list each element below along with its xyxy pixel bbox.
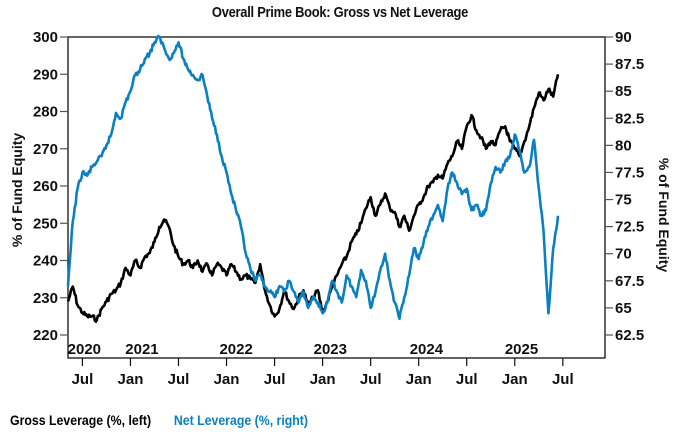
x-tick-label: Jul [552, 371, 574, 388]
y-axis-left-title: % of Fund Equity [9, 133, 25, 248]
y-right-tick-label: 77.5 [615, 164, 644, 181]
y-axis-right-title: % of Fund Equity [656, 158, 672, 273]
y-left-tick-label: 240 [33, 253, 58, 270]
y-left-tick-label: 280 [33, 104, 58, 121]
x-tick-label: Jul [72, 371, 94, 388]
y-right-tick-label: 85 [615, 83, 632, 100]
y-left-tick-label: 250 [33, 215, 58, 232]
year-label: 2024 [410, 341, 444, 358]
x-tick-label: Jan [310, 371, 336, 388]
y-right-tick-label: 67.5 [615, 273, 644, 290]
x-tick-label: Jan [214, 371, 240, 388]
y-left-tick-label: 260 [33, 178, 58, 195]
x-tick-label: Jan [406, 371, 432, 388]
chart-title: Overall Prime Book: Gross vs Net Leverag… [211, 4, 469, 21]
y-right-tick-label: 80 [615, 137, 632, 154]
net-leverage-line [66, 34, 560, 320]
y-left-tick-label: 300 [33, 29, 58, 46]
y-right-tick-label: 62.5 [615, 327, 644, 344]
y-left-tick-label: 220 [33, 327, 58, 344]
y-right-tick-label: 65 [615, 300, 632, 317]
y-right-tick-label: 82.5 [615, 110, 644, 127]
year-label: 2022 [219, 341, 252, 358]
y-right-tick-label: 70 [615, 246, 632, 263]
y-left-tick-label: 270 [33, 141, 58, 158]
year-label: 2021 [125, 341, 158, 358]
gross-leverage-line [66, 74, 560, 323]
x-tick-label: Jul [360, 371, 382, 388]
y-left-tick-label: 230 [33, 290, 58, 307]
series-lines [66, 34, 560, 323]
x-tick-label: Jul [264, 371, 286, 388]
y-right-tick-label: 72.5 [615, 219, 644, 236]
legend: Gross Leverage (%, left) Net Leverage (%… [10, 412, 327, 428]
year-label: 2020 [68, 341, 101, 358]
legend-item-net: Net Leverage (%, right) [173, 412, 309, 428]
y-right-tick-label: 90 [615, 29, 632, 46]
x-tick-label: Jan [502, 371, 528, 388]
plot-frame [67, 36, 606, 359]
y-left-tick-label: 290 [33, 66, 58, 83]
legend-item-gross: Gross Leverage (%, left) [10, 412, 152, 428]
x-tick-label: Jul [456, 371, 478, 388]
y-right-tick-label: 87.5 [615, 56, 644, 73]
year-label: 2023 [314, 341, 347, 358]
year-label: 2025 [505, 341, 538, 358]
x-tick-label: Jul [168, 371, 190, 388]
y-right-tick-label: 75 [615, 192, 632, 209]
x-tick-label: Jan [118, 371, 144, 388]
axes: 300 290 280 270 260 250 240 230 220 90 87.5 85 82.5 8… [33, 29, 644, 388]
